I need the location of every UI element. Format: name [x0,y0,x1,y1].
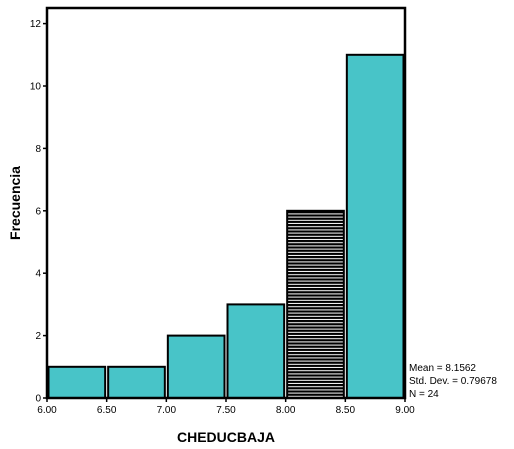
x-axis-title: CHEDUCBAJA [177,429,275,445]
bars-layer [47,53,405,400]
x-tick-label: 8.00 [276,405,296,416]
y-tick-label: 8 [35,144,41,155]
y-tick-label: 12 [30,19,42,30]
x-axis: 6.00 6.50 7.00 7.50 8.00 8.50 9.00 [37,397,415,416]
histogram-bar-6 [345,53,405,400]
stats-line: Mean = 8.1562 [409,363,476,374]
y-tick-label: 2 [35,331,41,342]
y-tick-label: 0 [35,394,41,405]
y-axis-title: Frecuencia [7,166,23,240]
x-tick-label: 6.50 [97,405,117,416]
histogram-bar-5 [286,209,345,399]
histogram-bar-3 [166,334,226,400]
histogram-bar-2 [107,365,166,399]
y-axis: 0 2 4 6 8 10 12 [30,19,47,405]
x-tick-label: 7.50 [216,405,236,416]
stats-line: N = 24 [409,389,439,400]
stats-line: Std. Dev. = 0.79678 [409,376,497,387]
x-tick-label: 8.50 [336,405,356,416]
x-tick-label: 6.00 [37,405,57,416]
y-tick-label: 4 [35,269,41,280]
x-tick-label: 7.00 [157,405,177,416]
histogram-bar-4 [226,303,286,399]
x-tick-label: 9.00 [395,405,415,416]
histogram-bar-1 [47,365,107,399]
stats-box: Mean = 8.1562 Std. Dev. = 0.79678 N = 24 [409,363,497,400]
y-tick-label: 6 [35,206,41,217]
y-tick-label: 10 [30,82,42,93]
